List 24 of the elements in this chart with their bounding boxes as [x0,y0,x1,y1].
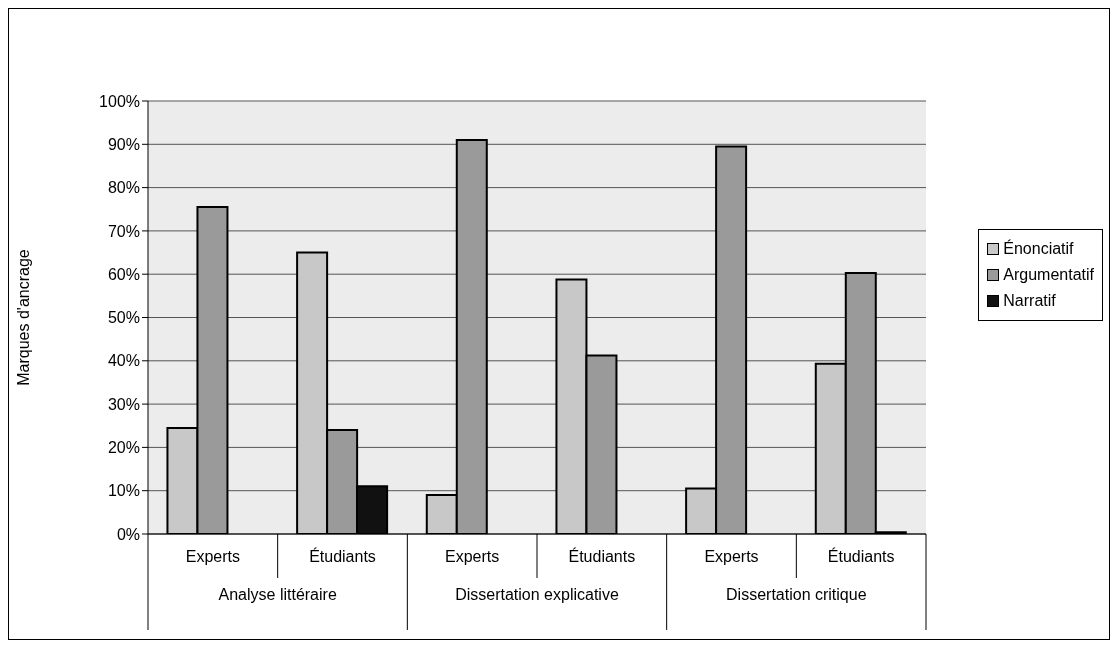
y-tick-label: 30% [107,395,140,413]
y-tick-label: 90% [107,135,140,153]
y-tick-label: 40% [107,352,140,370]
x-tick-label: Étudiants [827,547,895,565]
x-tick-label: Experts [445,548,500,565]
y-tick-label: 70% [107,222,140,240]
y-tick-label: 80% [107,179,140,197]
y-tick-label: 60% [107,265,140,283]
x-tick-label: Étudiants [309,547,376,565]
y-tick-label: 50% [107,309,140,327]
legend-label: Énonciatif [1002,238,1075,259]
y-tick-label: 0% [116,525,140,543]
text: Analyse littéraire [217,586,338,604]
y-tick-label: 20% [107,439,140,457]
y-tick-label: 100% [99,92,140,110]
legend-label: Argumentatif [1002,265,1094,285]
text: Dissertation critique [725,586,868,604]
x-tick-label: Experts [704,548,759,565]
legend-label: Narratif [1002,291,1057,311]
x-tick-label: Experts [185,548,240,565]
text: Dissertation explicative [454,586,620,604]
y-tick-label: 10% [107,482,140,500]
y-axis-title: Marques d'ancrage [14,249,32,386]
x-tick-label: Étudiants [568,547,636,565]
